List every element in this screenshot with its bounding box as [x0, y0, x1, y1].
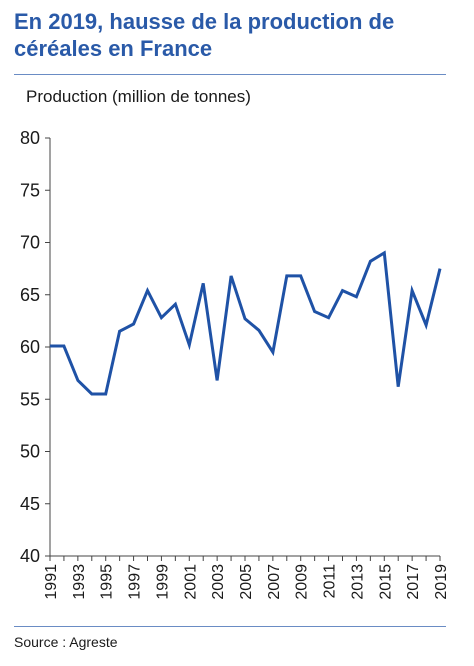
x-tick-label: 2011	[322, 564, 339, 599]
y-tick-label: 55	[20, 389, 40, 409]
x-tick-label: 2015	[377, 564, 394, 600]
x-tick-label: 2001	[182, 564, 199, 600]
x-tick-label: 2009	[294, 564, 311, 600]
chart-title: En 2019, hausse de la production de céré…	[14, 8, 464, 62]
x-tick-label: 1995	[99, 564, 116, 600]
x-tick-label: 2013	[349, 564, 366, 600]
x-tick-label: 2003	[210, 564, 227, 600]
y-tick-label: 40	[20, 546, 40, 566]
x-axis-ticks: 1991 1993 1995 1997 1999 2001 2003 2005 2007 2009…	[43, 556, 450, 600]
series-line	[50, 250, 442, 396]
y-tick-label: 50	[20, 442, 40, 462]
y-tick-label: 65	[20, 285, 40, 305]
x-tick-label: 2019	[433, 564, 450, 600]
x-tick-label: 1993	[71, 564, 88, 600]
y-tick-label: 70	[20, 233, 40, 253]
x-tick-label: 2017	[405, 564, 422, 600]
x-tick-label: 1997	[127, 564, 144, 600]
y-tick-label: 75	[20, 180, 40, 200]
x-tick-label: 2007	[266, 564, 283, 600]
chart-title-line1: En 2019, hausse de la production de	[14, 9, 395, 34]
chart-axes	[49, 138, 440, 557]
title-divider	[14, 74, 446, 75]
footer-divider	[14, 626, 446, 627]
y-tick-label: 60	[20, 337, 40, 357]
y-tick-label: 45	[20, 494, 40, 514]
x-tick-label: 1991	[43, 564, 60, 600]
y-tick-label: 80	[20, 128, 40, 148]
y-axis-ticks: 40 45 50 55 60 65 70 75 80	[20, 128, 50, 566]
x-tick-label: 2005	[238, 564, 255, 600]
data-series	[49, 250, 442, 396]
source-note: Source : Agreste	[14, 634, 118, 650]
x-tick-label: 1999	[154, 564, 171, 600]
chart-title-line2: céréales en France	[14, 36, 213, 61]
y-axis-label: Production (million de tonnes)	[26, 87, 251, 106]
